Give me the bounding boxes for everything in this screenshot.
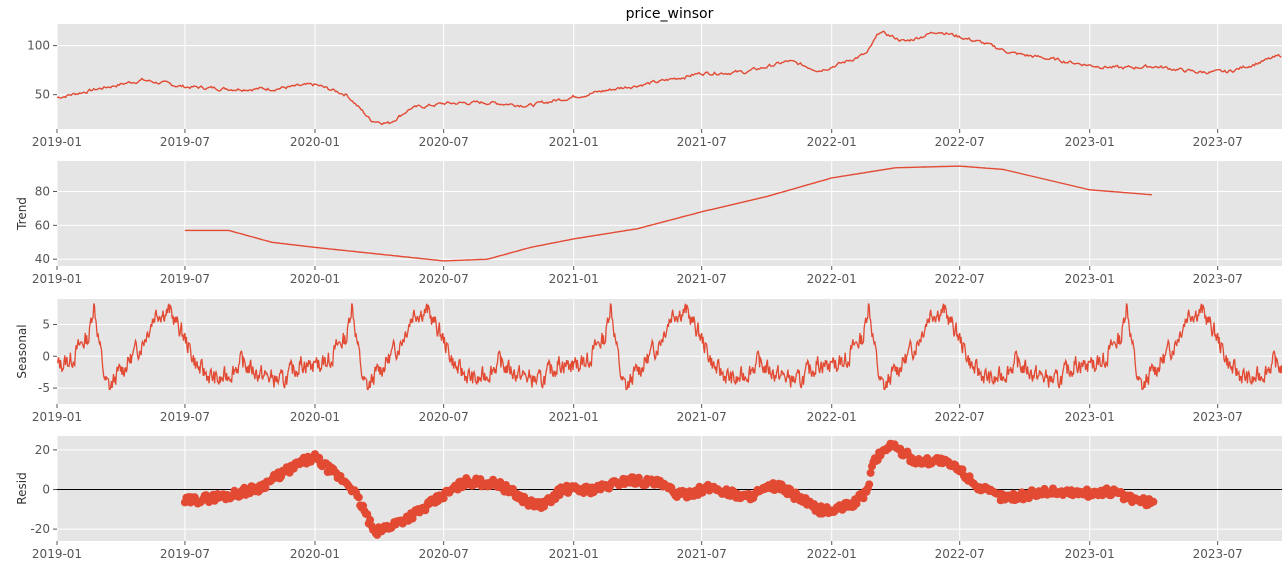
y-tick-label: 0 xyxy=(42,482,50,496)
x-tick-label: 2020-07 xyxy=(419,410,469,424)
x-tick-label: 2021-01 xyxy=(549,135,599,149)
x-tick-label: 2023-07 xyxy=(1193,272,1243,286)
resid-point xyxy=(366,515,375,524)
resid-point xyxy=(865,480,874,489)
x-tick-label: 2022-07 xyxy=(935,135,985,149)
y-tick-label: 50 xyxy=(35,88,50,102)
x-tick-label: 2019-07 xyxy=(160,272,210,286)
x-tick-label: 2019-07 xyxy=(160,410,210,424)
y-tick-label: 20 xyxy=(35,443,50,457)
x-tick-label: 2020-07 xyxy=(419,547,469,561)
x-tick-label: 2021-01 xyxy=(549,410,599,424)
resid-point xyxy=(354,493,363,502)
x-tick-label: 2020-01 xyxy=(290,272,340,286)
x-tick-label: 2020-01 xyxy=(290,135,340,149)
y-tick-label: 40 xyxy=(35,252,50,266)
x-tick-label: 2023-07 xyxy=(1193,410,1243,424)
x-tick-label: 2022-07 xyxy=(935,547,985,561)
chart-title: price_winsor xyxy=(626,6,714,22)
plot-background xyxy=(57,299,1282,404)
x-tick-label: 2020-07 xyxy=(419,135,469,149)
x-tick-label: 2023-01 xyxy=(1065,410,1115,424)
x-tick-label: 2019-01 xyxy=(32,272,82,286)
x-tick-label: 2023-01 xyxy=(1065,135,1115,149)
resid-point xyxy=(315,453,324,462)
y-axis-label: Seasonal xyxy=(15,324,29,378)
plot-background xyxy=(57,161,1282,266)
x-tick-label: 2023-07 xyxy=(1193,547,1243,561)
x-tick-label: 2019-01 xyxy=(32,410,82,424)
x-tick-label: 2021-07 xyxy=(677,135,727,149)
x-tick-label: 2020-07 xyxy=(419,272,469,286)
x-tick-label: 2022-01 xyxy=(807,135,857,149)
y-tick-label: 80 xyxy=(35,184,50,198)
resid-point xyxy=(859,494,868,503)
x-tick-label: 2022-01 xyxy=(807,547,857,561)
resid-point xyxy=(958,465,967,474)
x-tick-label: 2023-01 xyxy=(1065,272,1115,286)
panel-resid: 2019-01 2019-07 2020-01 2020-07 2021-01 2021-… xyxy=(15,436,1282,561)
resid-point xyxy=(1149,497,1158,506)
panel-trend: 2019-01 2019-07 2020-01 2020-07 2021-01 2021-… xyxy=(15,161,1282,286)
plot-background xyxy=(57,24,1282,129)
resid-point xyxy=(261,483,270,492)
x-tick-label: 2023-07 xyxy=(1193,135,1243,149)
x-tick-label: 2021-01 xyxy=(549,272,599,286)
x-tick-label: 2021-07 xyxy=(677,272,727,286)
panel-price-winsor: 2019-01 2019-07 2020-01 2020-07 2021-01 2021-… xyxy=(27,6,1282,149)
y-tick-label: 0 xyxy=(42,349,50,363)
price-line xyxy=(57,30,1282,126)
trend-line xyxy=(184,165,1152,262)
x-tick-label: 2022-01 xyxy=(807,272,857,286)
x-tick-label: 2019-07 xyxy=(160,547,210,561)
x-tick-label: 2021-07 xyxy=(677,410,727,424)
x-tick-label: 2019-07 xyxy=(160,135,210,149)
x-tick-label: 2023-01 xyxy=(1065,547,1115,561)
x-tick-label: 2022-07 xyxy=(935,410,985,424)
x-tick-label: 2020-01 xyxy=(290,547,340,561)
y-axis-label: Resid xyxy=(15,472,29,504)
seasonal-line xyxy=(57,303,1282,391)
y-tick-label: 60 xyxy=(35,218,50,232)
x-tick-label: 2021-07 xyxy=(677,547,727,561)
x-tick-label: 2021-01 xyxy=(549,547,599,561)
panel-seasonal: 2019-01 2019-07 2020-01 2020-07 2021-01 2021-… xyxy=(15,299,1282,424)
y-tick-label: 100 xyxy=(27,39,50,53)
x-tick-label: 2022-01 xyxy=(807,410,857,424)
y-tick-label: -20 xyxy=(30,522,50,536)
x-tick-label: 2019-01 xyxy=(32,135,82,149)
resid-point xyxy=(866,468,875,477)
y-axis-label: Trend xyxy=(15,197,29,231)
x-tick-label: 2020-01 xyxy=(290,410,340,424)
x-tick-label: 2022-07 xyxy=(935,272,985,286)
y-tick-label: -5 xyxy=(38,381,50,395)
y-tick-label: 5 xyxy=(42,317,50,331)
x-tick-label: 2019-01 xyxy=(32,547,82,561)
